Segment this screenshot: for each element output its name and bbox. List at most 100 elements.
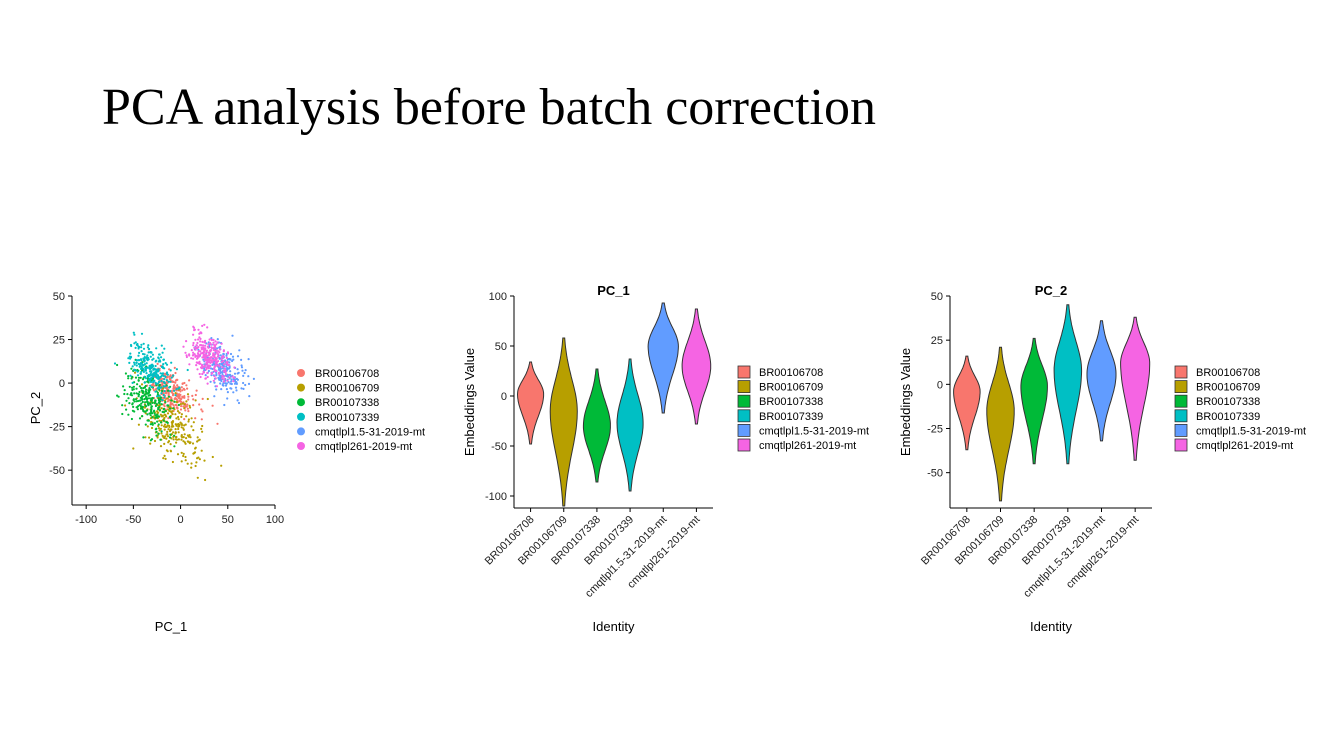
scatter-point [174, 428, 177, 431]
scatter-point [217, 353, 220, 356]
scatter-point [128, 361, 131, 364]
scatter-point [166, 412, 170, 415]
scatter-point [145, 398, 149, 401]
scatter-point [207, 367, 210, 370]
scatter-point [172, 404, 175, 407]
scatter-point [116, 363, 119, 367]
violin-legend: BR00106708 BR00106709 BR00107338 BR00107339… [737, 365, 869, 452]
scatter-point [163, 378, 166, 381]
scatter-point [197, 350, 200, 353]
scatter-point [142, 409, 145, 413]
scatter-point [140, 332, 144, 335]
scatter-point [141, 398, 144, 401]
legend-label: BR00107338 [1196, 396, 1260, 408]
scatter-point [161, 387, 165, 390]
scatter-point [195, 344, 198, 347]
scatter-point [176, 394, 179, 397]
scatter-point [142, 359, 145, 362]
scatter-point [162, 407, 166, 410]
scatter-point [216, 355, 220, 358]
y-tick-label: -100 [485, 491, 507, 503]
scatter-point [176, 453, 180, 456]
scatter-point [147, 351, 150, 354]
scatter-point [190, 357, 193, 360]
scatter-point [189, 436, 192, 439]
scatter-point [190, 466, 193, 469]
scatter-point [151, 401, 154, 404]
scatter-point [136, 374, 140, 377]
legend-key [297, 383, 305, 392]
scatter-point [155, 430, 158, 433]
y-tick-label: 50 [53, 291, 65, 303]
scatter-point [214, 353, 217, 356]
scatter-point [220, 342, 223, 345]
scatter-point [146, 413, 149, 416]
scatter-point [154, 390, 157, 393]
scatter-point [154, 404, 157, 408]
scatter-point [167, 395, 171, 398]
scatter-point [148, 365, 151, 368]
violin-shape [582, 368, 611, 483]
scatter-point [231, 334, 234, 337]
scatter-point [213, 395, 216, 398]
legend-key [297, 412, 305, 421]
scatter-point [190, 425, 193, 428]
scatter-point [216, 347, 219, 350]
legend-key [737, 394, 751, 408]
scatter-point [201, 344, 204, 347]
scatter-point [166, 430, 169, 433]
chart-title: PC_2 [1035, 283, 1068, 298]
scatter-point [228, 361, 231, 364]
scatter-point [131, 365, 134, 368]
scatter-point [215, 360, 219, 364]
scatter-point [160, 379, 163, 383]
scatter-point [199, 340, 202, 343]
scatter-point [221, 374, 224, 377]
y-tick-label: -50 [927, 468, 943, 480]
scatter-point [145, 395, 148, 398]
scatter-point [214, 340, 217, 343]
scatter-point [127, 375, 130, 378]
scatter-point [129, 343, 133, 347]
scatter-point [136, 383, 139, 386]
scatter-point [196, 457, 199, 460]
scatter-point [161, 372, 165, 375]
scatter-point [141, 391, 145, 395]
scatter-point [142, 342, 145, 345]
scatter-point [222, 370, 225, 373]
scatter-point [226, 361, 229, 364]
scatter-point [185, 340, 188, 343]
scatter-point [201, 410, 204, 413]
scatter-point [156, 395, 159, 398]
legend-label: cmqtlpl1.5-31-2019-mt [1196, 425, 1306, 437]
scatter-point [198, 336, 201, 339]
scatter-point [158, 429, 161, 432]
scatter-point [184, 442, 187, 445]
scatter-point [135, 392, 138, 395]
scatter-point [149, 394, 152, 397]
scatter-point [153, 409, 156, 412]
legend-key [297, 369, 305, 377]
scatter-point [150, 397, 153, 400]
scatter-point [208, 357, 211, 360]
scatter-point [130, 367, 133, 370]
scatter-point [207, 369, 210, 373]
scatter-point [233, 376, 236, 379]
scatter-point [160, 356, 163, 359]
scatter-point [159, 427, 162, 430]
scatter-point [212, 348, 215, 352]
scatter-point [145, 356, 148, 359]
scatter-point [170, 376, 173, 379]
scatter-point [152, 389, 156, 392]
scatter-point [174, 371, 177, 375]
scatter-point [137, 423, 140, 426]
scatter-point [171, 460, 174, 464]
scatter-point [133, 333, 136, 336]
scatter-point [177, 387, 180, 390]
scatter-point [147, 404, 150, 407]
scatter-point [153, 379, 156, 382]
scatter-point [163, 390, 166, 393]
scatter-point [169, 410, 172, 413]
scatter-point [130, 417, 133, 421]
